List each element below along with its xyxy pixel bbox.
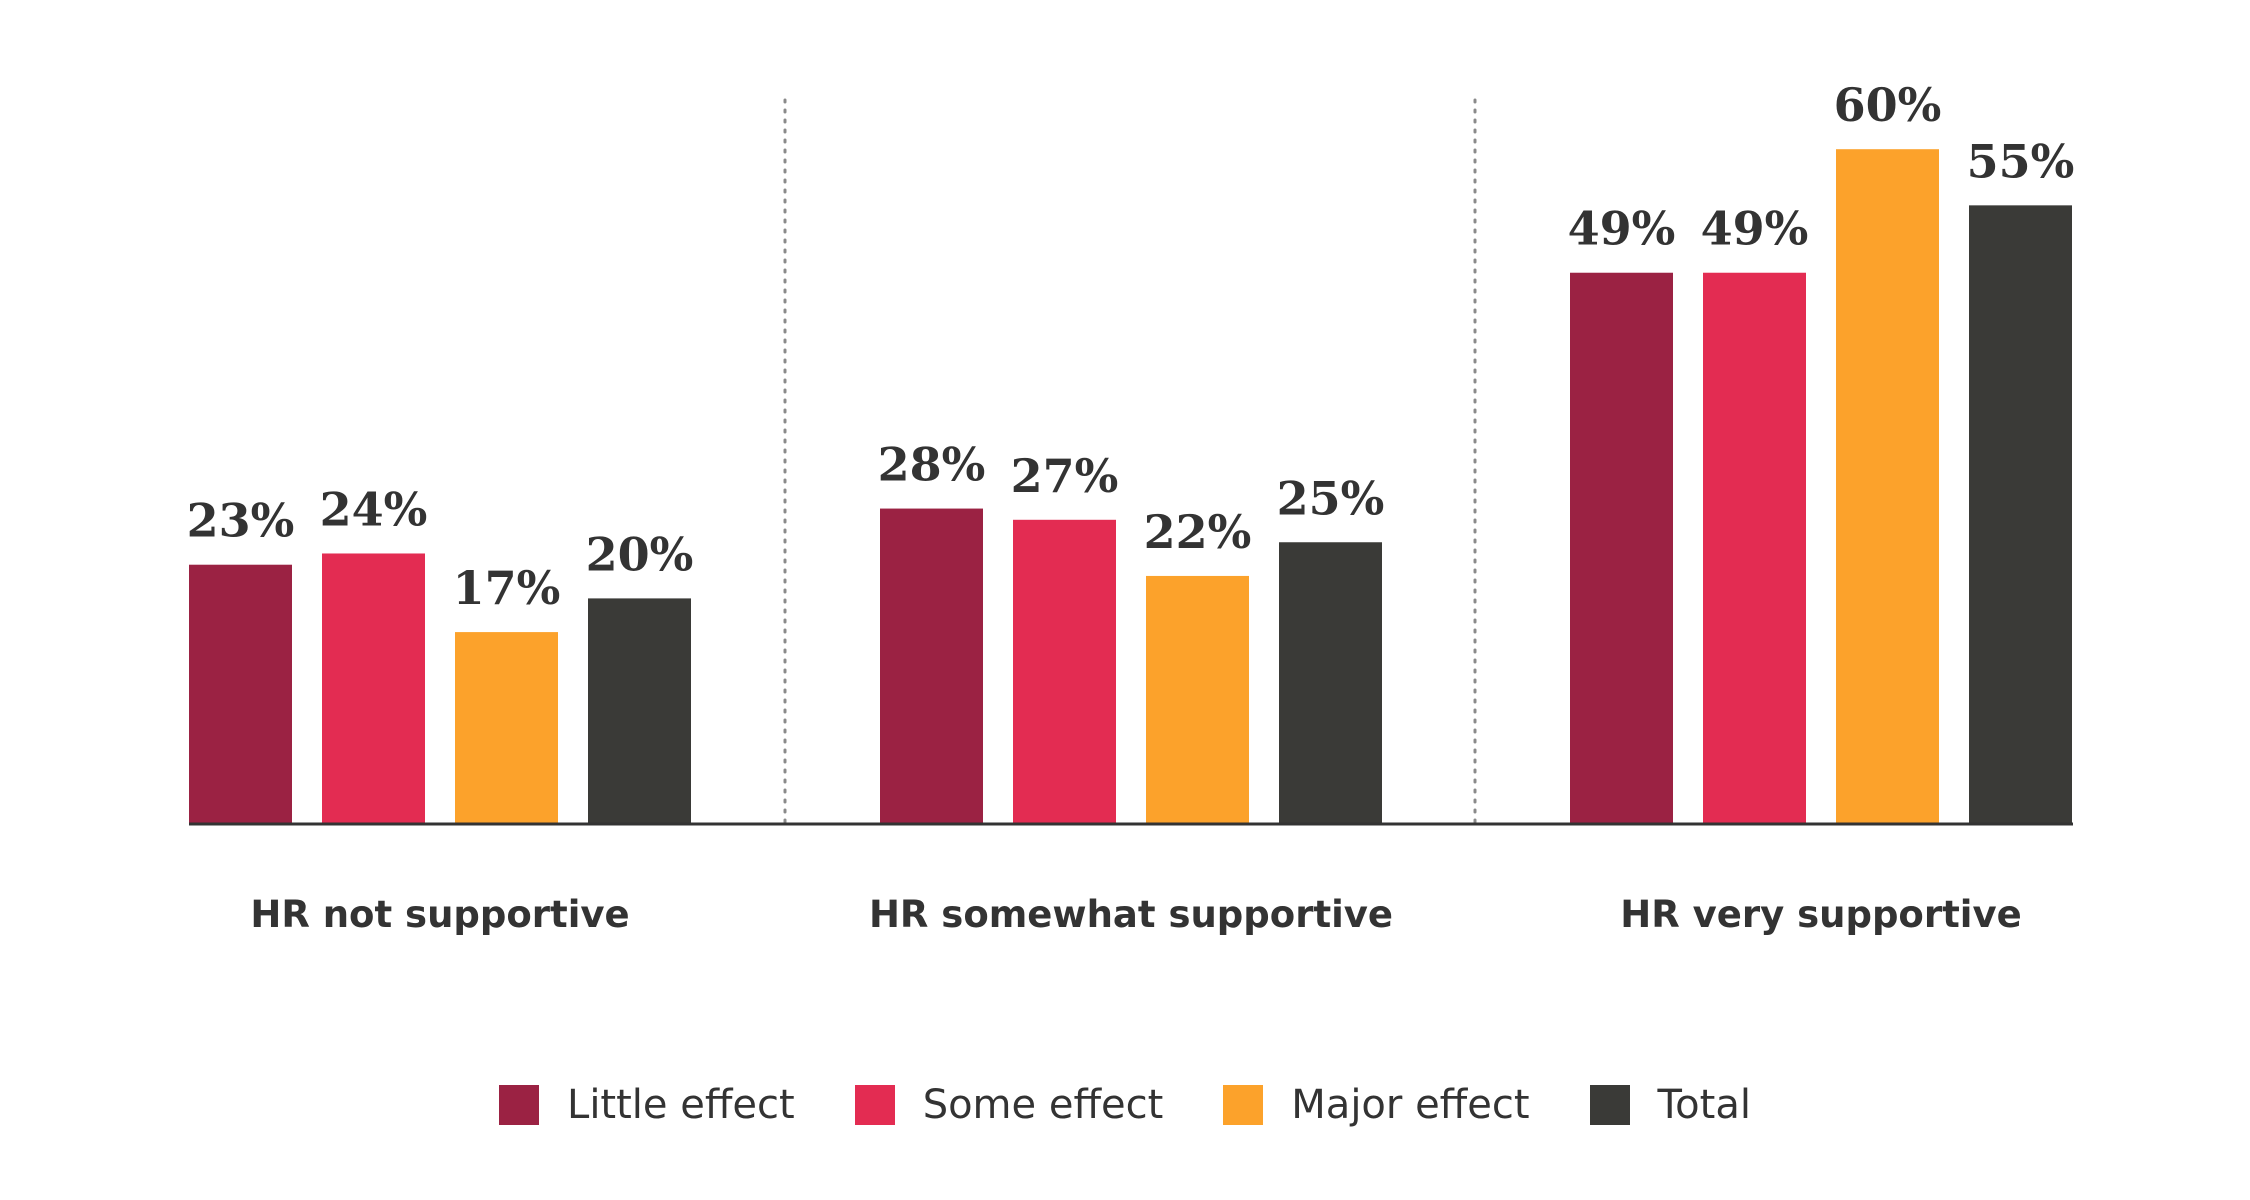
bar-hr-very-supportive-little-effect (1570, 272, 1673, 824)
bar-hr-very-supportive-some-effect (1703, 272, 1806, 824)
data-label-hr-very-supportive-major-effect: 60% (1834, 78, 1942, 132)
data-label-hr-somewhat-supportive-total: 25% (1277, 471, 1385, 525)
legend-swatch-some-effect (854, 1085, 895, 1125)
data-label-hr-very-supportive-little-effect: 49% (1568, 202, 1676, 256)
legend: Little effect Some effect Major effect Tota… (0, 1075, 2250, 1135)
category-label-hr-somewhat-supportive: HR somewhat supportive (869, 893, 1393, 936)
data-label-hr-not-supportive-total: 20% (586, 527, 694, 581)
bar-hr-not-supportive-little-effect (189, 564, 292, 823)
legend-label-little-effect: Little effect (567, 1082, 795, 1128)
data-label-hr-somewhat-supportive-little-effect: 28% (878, 438, 986, 492)
bar-hr-somewhat-supportive-total (1279, 542, 1382, 823)
data-label-hr-somewhat-supportive-some-effect: 27% (1011, 449, 1119, 503)
legend-swatch-total (1589, 1085, 1630, 1125)
data-label-hr-very-supportive-some-effect: 49% (1701, 202, 1809, 256)
bar-hr-very-supportive-major-effect (1836, 149, 1939, 823)
legend-item-some-effect: Some effect (854, 1082, 1164, 1128)
legend-label-some-effect: Some effect (922, 1082, 1164, 1128)
legend-label-major-effect: Major effect (1291, 1082, 1530, 1128)
bar-hr-very-supportive-total (1969, 205, 2072, 824)
bar-hr-somewhat-supportive-some-effect (1013, 519, 1116, 823)
legend-swatch-little-effect (499, 1085, 540, 1125)
data-label-hr-not-supportive-some-effect: 24% (320, 482, 428, 536)
legend-label-total: Total (1657, 1082, 1751, 1128)
legend-item-little-effect: Little effect (499, 1082, 795, 1128)
bar-hr-somewhat-supportive-little-effect (880, 508, 983, 823)
legend-item-major-effect: Major effect (1223, 1082, 1530, 1128)
legend-swatch-major-effect (1223, 1085, 1264, 1125)
bar-hr-not-supportive-total (588, 598, 691, 823)
data-label-hr-not-supportive-little-effect: 23% (187, 494, 295, 548)
bar-hr-not-supportive-some-effect (322, 553, 425, 823)
data-label-hr-not-supportive-major-effect: 17% (453, 561, 561, 615)
bar-hr-not-supportive-major-effect (455, 632, 558, 823)
data-label-hr-very-supportive-total: 55% (1967, 134, 2075, 188)
category-label-hr-very-supportive: HR very supportive (1620, 893, 2021, 936)
bar-hr-somewhat-supportive-major-effect (1146, 575, 1249, 823)
legend-item-total: Total (1589, 1082, 1751, 1128)
category-label-hr-not-supportive: HR not supportive (250, 893, 629, 936)
data-label-hr-somewhat-supportive-major-effect: 22% (1144, 505, 1252, 559)
